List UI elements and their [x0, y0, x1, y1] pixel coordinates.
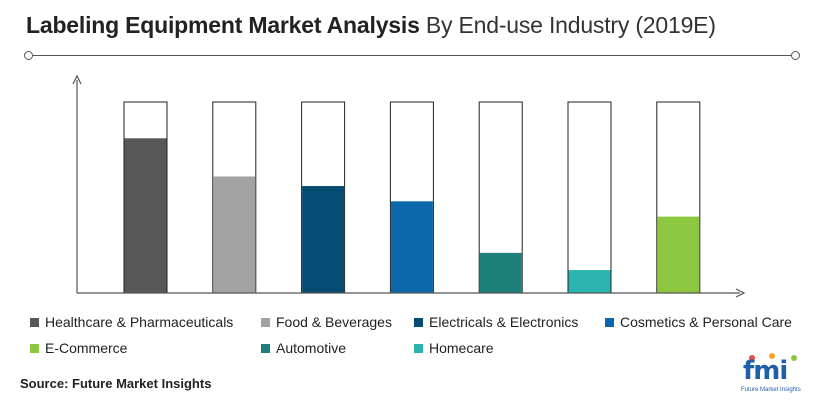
chart-title-sub: By End-use Industry (2019E)	[425, 12, 716, 38]
bar	[124, 138, 167, 293]
bar	[479, 252, 522, 293]
divider-left-dot	[24, 51, 33, 60]
logo-dot-red	[749, 355, 755, 361]
title-divider	[28, 55, 795, 56]
divider-right-dot	[791, 51, 800, 60]
bar	[568, 270, 611, 293]
bar	[302, 186, 345, 293]
x-axis-arrow	[735, 288, 746, 298]
chart-title-main: Labeling Equipment Market Analysis	[26, 12, 420, 38]
y-axis-arrow	[72, 74, 82, 85]
logo-dot-orange	[769, 353, 775, 359]
bar	[213, 176, 256, 293]
bar	[390, 201, 433, 293]
chart-title: Labeling Equipment Market Analysis By En…	[26, 12, 716, 39]
logo-text: fmi	[743, 356, 788, 386]
bar-outline	[567, 101, 612, 294]
fmi-logo: fmi Future Market Insights	[739, 353, 811, 399]
logo-subtext: Future Market Insights	[741, 387, 801, 393]
source-note: Source: Future Market Insights	[20, 376, 212, 391]
bar	[657, 216, 700, 293]
logo-dot-green	[791, 355, 797, 361]
